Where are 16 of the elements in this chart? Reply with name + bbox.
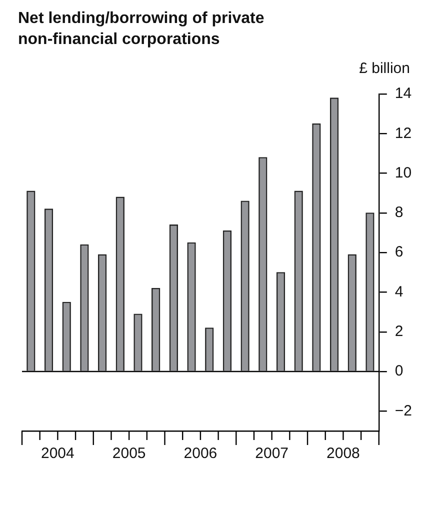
y-tick-label: 14 xyxy=(394,85,412,102)
x-tick-label: 2008 xyxy=(326,445,360,462)
x-tick-label: 2007 xyxy=(255,445,289,462)
y-tick-label: 0 xyxy=(394,362,404,380)
y-tick-label: 12 xyxy=(394,124,412,142)
y-tick-label: 2 xyxy=(394,323,404,340)
y-tick-label: −2 xyxy=(394,402,412,420)
x-tick-label: 2006 xyxy=(184,445,218,462)
chart-title: Net lending/borrowing of private non-financial corporations xyxy=(18,9,266,50)
y-tick-label: 8 xyxy=(394,204,404,222)
y-tick-label: 4 xyxy=(394,283,404,300)
x-tick-label: 2004 xyxy=(41,445,74,462)
y-tick-label: 10 xyxy=(394,164,412,182)
y-tick-label: 6 xyxy=(394,244,404,261)
x-tick-label: 2005 xyxy=(112,445,146,462)
y-axis-title: £ billion xyxy=(358,60,410,77)
